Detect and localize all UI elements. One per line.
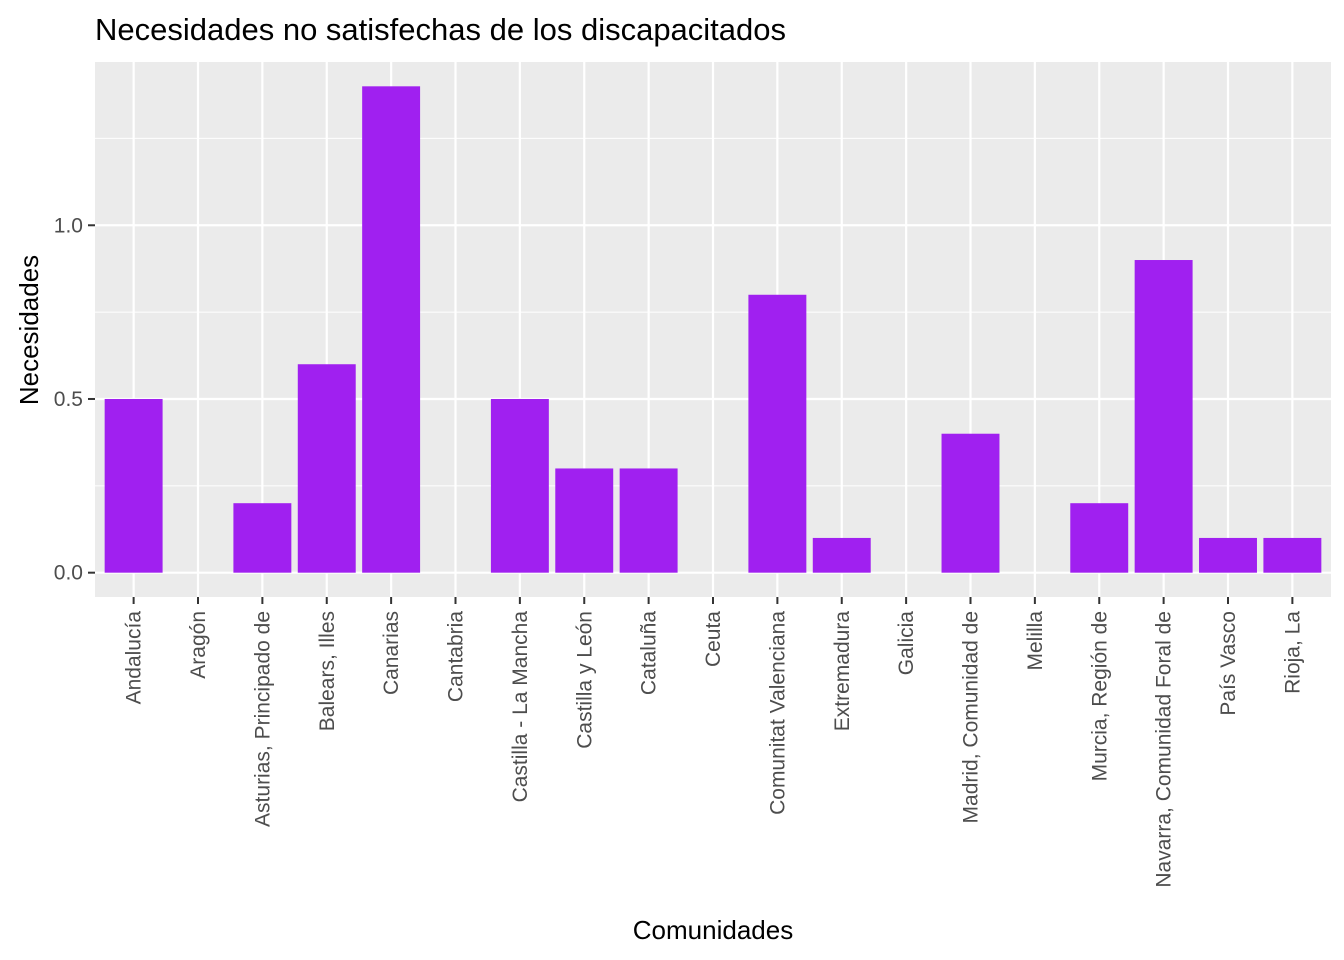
bar <box>812 537 871 573</box>
bar <box>1199 537 1257 573</box>
x-tick-label: Andalucía <box>123 611 146 705</box>
y-axis-title: Necesidades <box>14 255 44 405</box>
bar <box>490 398 549 573</box>
bar <box>941 433 1000 573</box>
bar <box>1070 503 1129 573</box>
x-tick-label: Extremadura <box>831 611 854 732</box>
bar <box>297 364 356 573</box>
bar <box>104 398 163 573</box>
bar <box>1134 260 1193 573</box>
y-tick-label: 0.5 <box>54 388 83 411</box>
x-tick-label: Canarias <box>380 611 403 695</box>
x-tick-label: Asturias, Principado de <box>251 611 274 827</box>
x-tick-label: Castilla - La Mancha <box>509 611 532 803</box>
x-tick-label: Ceuta <box>702 611 725 667</box>
x-tick-label: Castilla y León <box>573 611 596 749</box>
x-tick-label: Rioja, La <box>1281 611 1304 694</box>
x-tick-label: Melilla <box>1024 611 1047 671</box>
x-tick-label: Comunitat Valenciana <box>766 611 789 815</box>
bars <box>104 86 1322 573</box>
x-tick-label: País Vasco <box>1217 611 1240 716</box>
bar <box>555 468 614 573</box>
y-axis: 0.0 0.5 1.0 <box>54 214 95 585</box>
x-tick-label: Aragón <box>187 611 210 679</box>
y-tick-label: 1.0 <box>54 214 83 237</box>
bar <box>233 503 292 573</box>
x-tick-label: Cantabria <box>445 611 468 702</box>
chart-title: Necesidades no satisfechas de los discap… <box>95 12 786 47</box>
x-tick-label: Murcia, Región de <box>1088 611 1111 781</box>
x-axis-title: Comunidades <box>633 915 793 945</box>
x-tick-label: Madrid, Comunidad de <box>960 611 983 823</box>
x-tick-label: Navarra, Comunidad Foral de <box>1153 611 1176 888</box>
bar <box>619 468 678 573</box>
bar <box>362 86 421 573</box>
x-tick-label: Cataluña <box>638 611 661 695</box>
bar <box>1263 537 1322 573</box>
x-tick-label: Balears, Illes <box>316 611 339 731</box>
y-tick-label: 0.0 <box>54 562 83 585</box>
bar <box>748 294 807 573</box>
x-axis: Andalucía Aragón Asturias, Principado de Ba… <box>123 597 1304 888</box>
x-tick-label: Galicia <box>895 611 918 676</box>
